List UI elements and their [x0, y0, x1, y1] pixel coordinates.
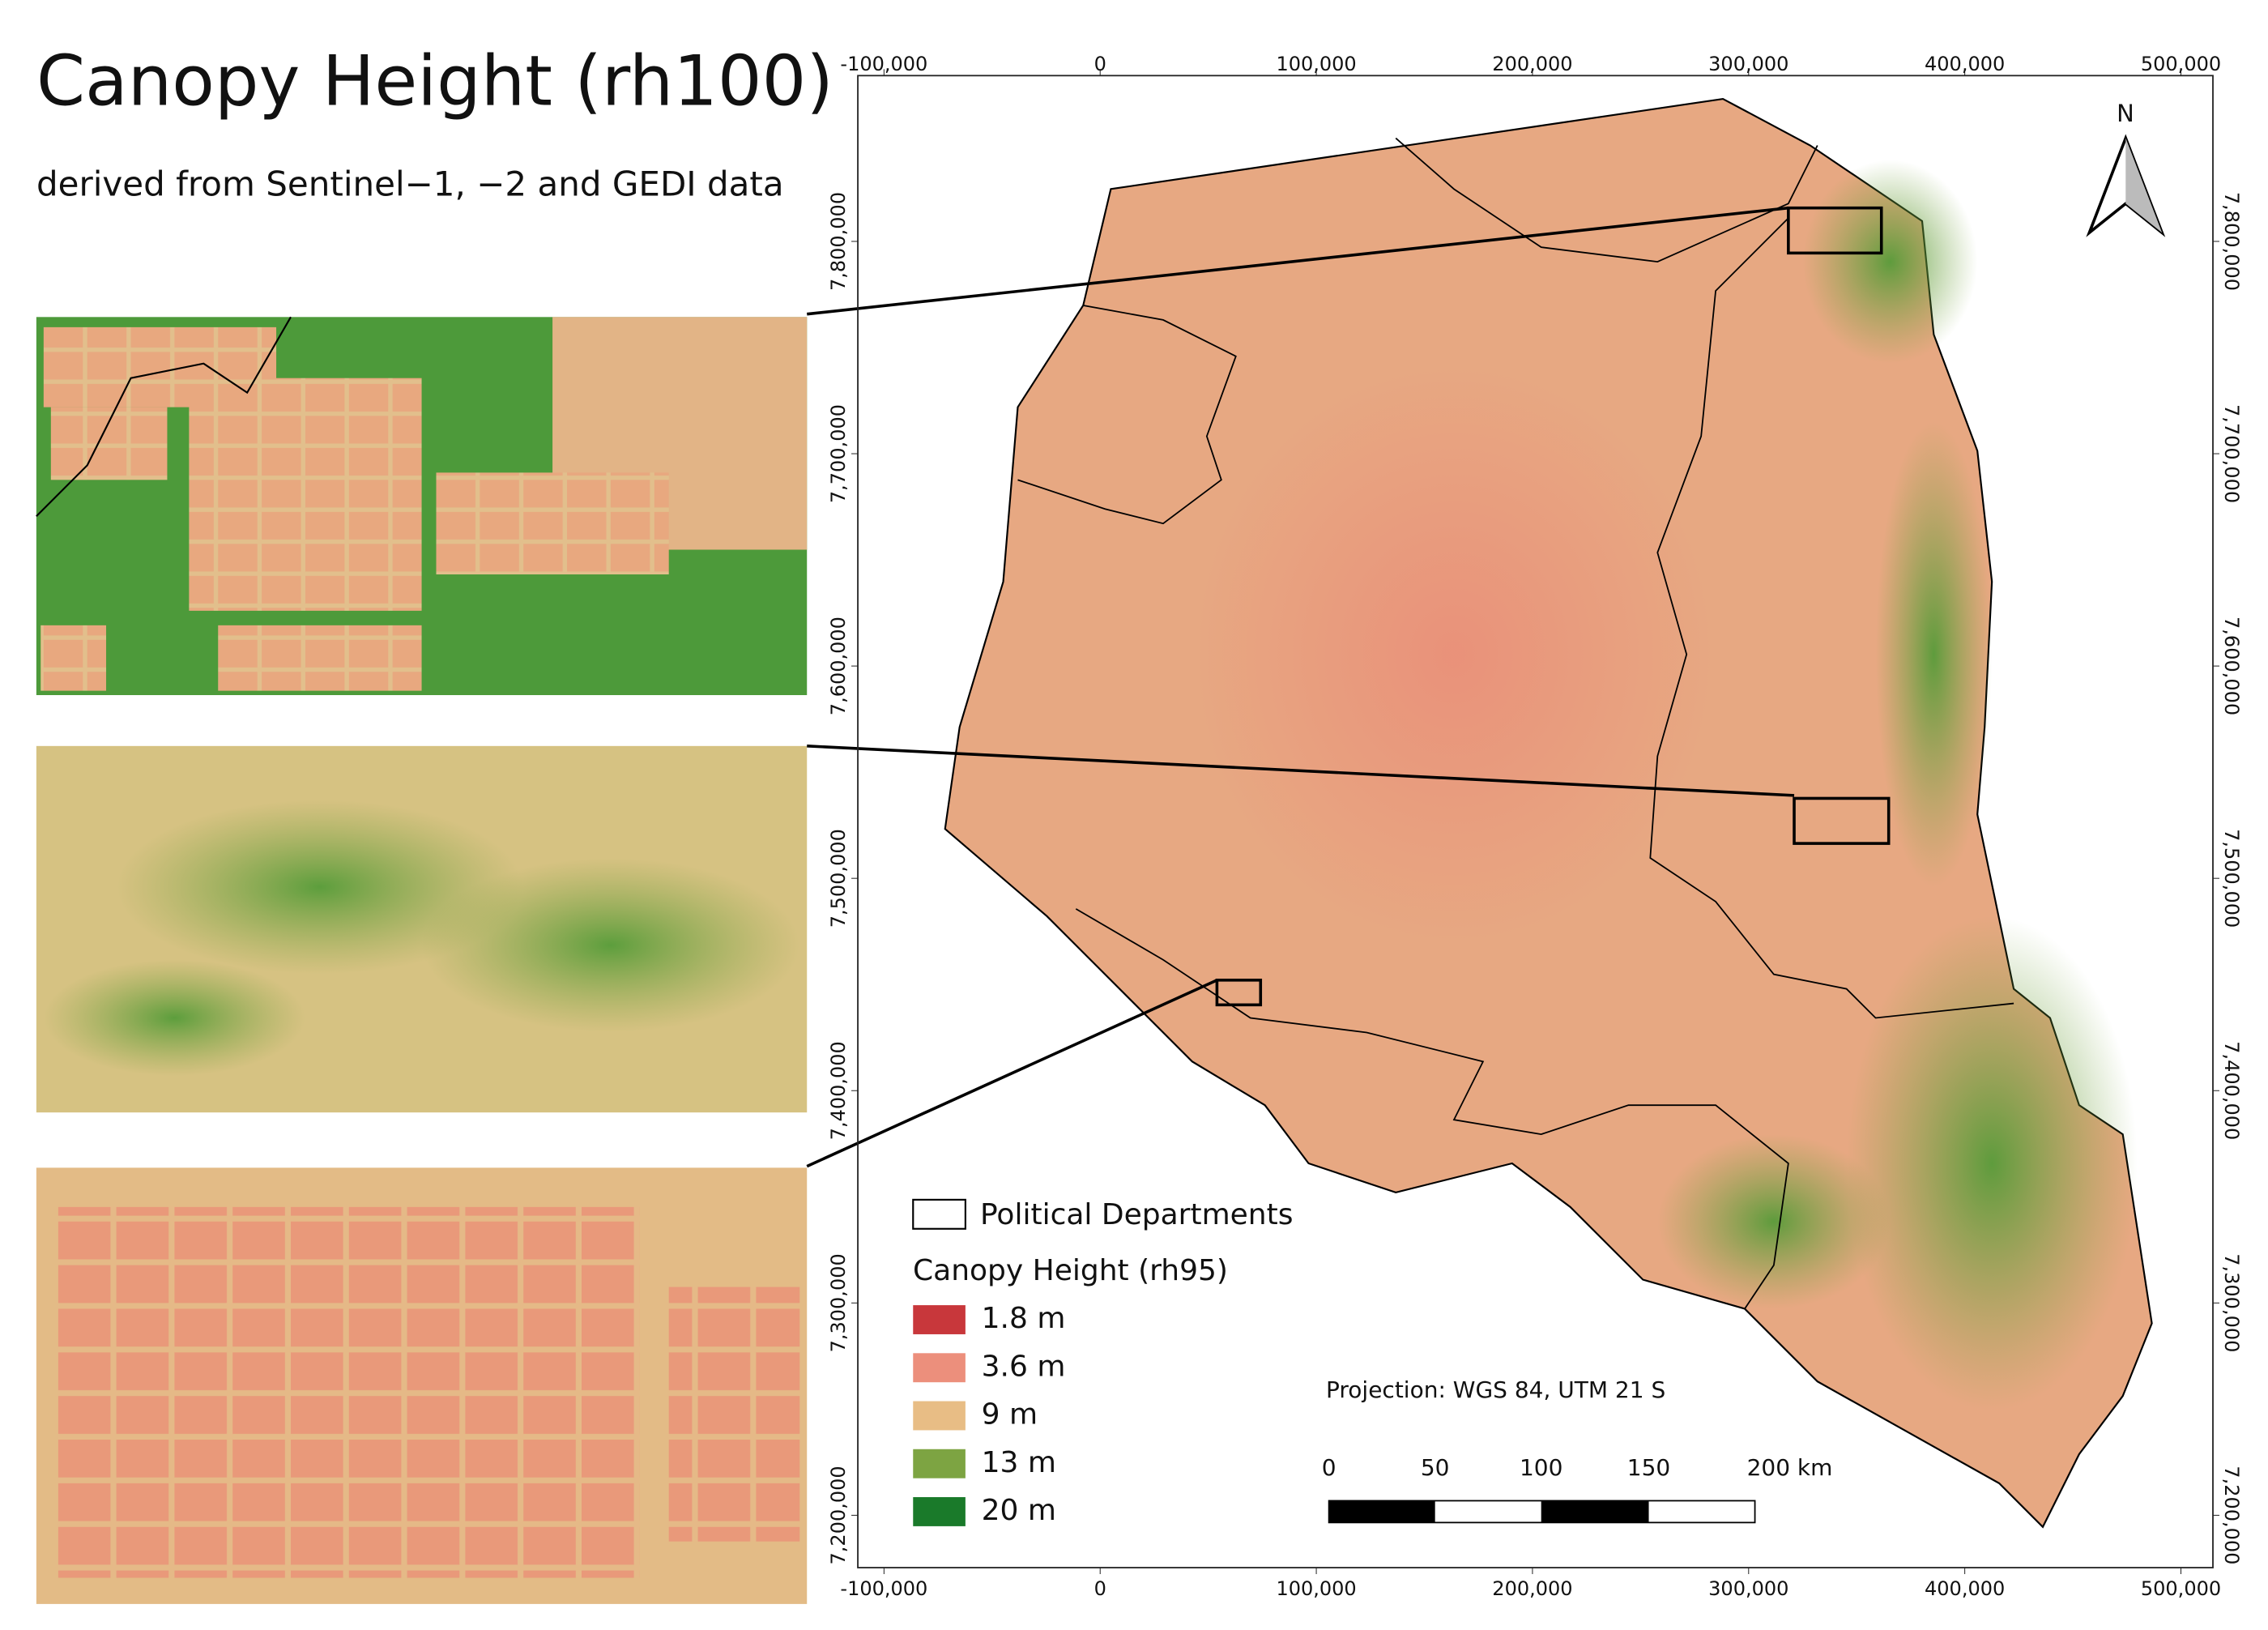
- map-cleared: [1192, 363, 1716, 945]
- y-tick-label: 7,400,000: [2220, 1041, 2243, 1140]
- x-tick-label: 100,000: [1276, 53, 1356, 75]
- y-tick-label: 7,600,000: [2220, 617, 2243, 715]
- scale-label: 50: [1421, 1454, 1450, 1481]
- scale-bar-segment: [1328, 1500, 1435, 1523]
- map-forest: [1846, 915, 2138, 1411]
- layout: [36, 75, 2214, 1604]
- inset-1-fields: [40, 625, 107, 691]
- legend-swatch: [913, 1449, 966, 1479]
- y-tick-label: 7,200,000: [2220, 1466, 2243, 1564]
- map-forest: [1875, 421, 1993, 887]
- inset-1-boundary: [36, 316, 292, 517]
- y-tick-label: 7,300,000: [2220, 1253, 2243, 1352]
- scale-label: 0: [1322, 1454, 1336, 1481]
- legend-label: 13 m: [982, 1446, 1056, 1479]
- x-tick-label: -100,000: [840, 1577, 927, 1600]
- x-tick-label: 400,000: [1925, 1577, 2005, 1600]
- connector: [807, 206, 1789, 316]
- scale-label: 150: [1627, 1454, 1670, 1481]
- y-tick-label: 7,300,000: [827, 1253, 850, 1352]
- y-tick-label: 7,700,000: [827, 404, 850, 503]
- zoom-box: [1215, 979, 1263, 1007]
- scale-bar-segment: [1541, 1500, 1649, 1523]
- y-tick-label: 7,400,000: [827, 1041, 850, 1140]
- x-tick-label: 0: [1094, 1577, 1106, 1600]
- zoom-box: [1793, 796, 1891, 845]
- north-arrow-shade: [2125, 138, 2163, 233]
- y-tick-label: 7,500,000: [2220, 829, 2243, 928]
- inset-1-fields: [189, 378, 422, 611]
- department-boundary: [1395, 137, 1818, 263]
- legend-label: 9 m: [982, 1398, 1038, 1432]
- scale-label: 200 km: [1747, 1454, 1833, 1481]
- x-tick-label: 500,000: [2141, 53, 2221, 75]
- connector: [807, 745, 1795, 797]
- y-tick-label: 7,800,000: [2220, 192, 2243, 291]
- scale-label: 100: [1520, 1454, 1562, 1481]
- department-boundary: [1075, 908, 1789, 1309]
- legend-swatch: [913, 1401, 966, 1431]
- inset-3-fields: [668, 1287, 800, 1542]
- legend-swatch: [913, 1497, 966, 1526]
- y-tick-label: 7,600,000: [827, 617, 850, 715]
- x-tick-label: 200,000: [1492, 1577, 1572, 1600]
- zoom-box: [1787, 206, 1883, 255]
- legend-swatch: [913, 1353, 966, 1383]
- inset-2-forest: [43, 959, 305, 1077]
- inset-1-fields: [218, 625, 422, 691]
- x-tick-label: 200,000: [1492, 53, 1572, 75]
- title: Canopy Height (rh100): [36, 41, 833, 122]
- inset-1-fields: [436, 472, 669, 575]
- projection: Projection: WGS 84, UTM 21 S: [1326, 1376, 1665, 1403]
- inset-2-forest: [421, 858, 800, 1033]
- y-tick-label: 7,500,000: [827, 829, 850, 928]
- inset-2-forest: [116, 800, 524, 975]
- connector: [806, 979, 1218, 1168]
- north-label: N: [2117, 100, 2134, 127]
- x-tick-label: 100,000: [1276, 1577, 1356, 1600]
- department-boundary: [1649, 217, 2014, 1019]
- x-tick-label: 500,000: [2141, 1577, 2221, 1600]
- map-forest: [1802, 160, 1978, 364]
- legend-boundary-swatch: [912, 1198, 966, 1230]
- subtitle: derived from Sentinel−1, −2 and GEDI dat…: [36, 164, 784, 204]
- legend-boundary: Political Departments: [980, 1198, 1293, 1231]
- x-tick-label: 400,000: [1925, 53, 2005, 75]
- legend-title: Canopy Height (rh95): [913, 1254, 1228, 1287]
- legend-swatch: [913, 1305, 966, 1334]
- legend-label: 20 m: [982, 1494, 1056, 1527]
- inset-1-fields: [50, 407, 168, 480]
- department-boundary: [1017, 305, 1237, 525]
- x-tick-label: 300,000: [1708, 1577, 1788, 1600]
- inset-3-fields: [58, 1206, 640, 1578]
- y-tick-label: 7,800,000: [827, 192, 850, 291]
- y-tick-label: 7,700,000: [2220, 404, 2243, 503]
- y-tick-label: 7,200,000: [827, 1466, 850, 1564]
- x-tick-label: 0: [1094, 53, 1106, 75]
- x-tick-label: -100,000: [840, 53, 927, 75]
- legend-label: 1.8 m: [982, 1302, 1066, 1335]
- map-frame: [857, 75, 2214, 1568]
- legend-label: 3.6 m: [982, 1350, 1066, 1383]
- map-forest: [1657, 1134, 1891, 1309]
- x-tick-label: 300,000: [1708, 53, 1788, 75]
